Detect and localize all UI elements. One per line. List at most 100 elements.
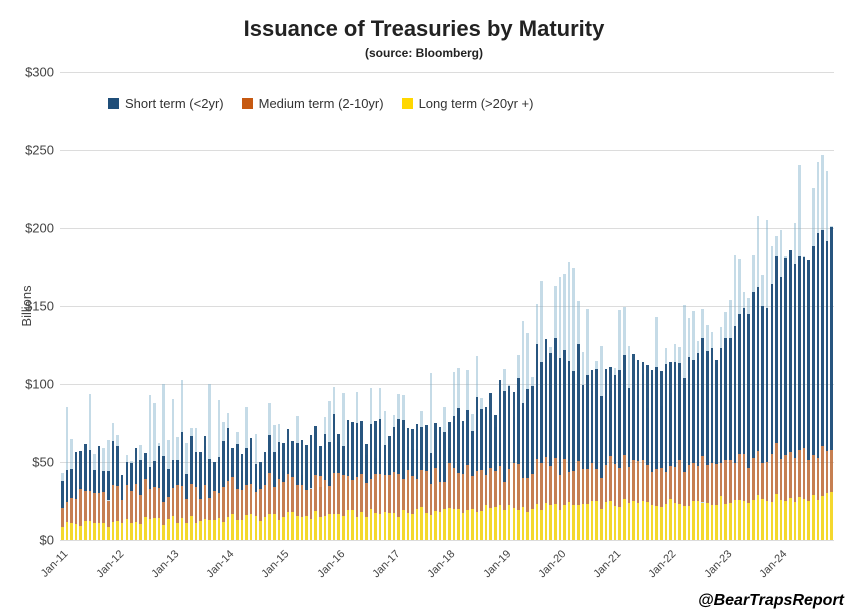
bar-long <box>181 518 184 540</box>
bar-long <box>715 505 718 540</box>
bar-short <box>121 475 124 500</box>
attribution: @BearTrapsReport <box>698 592 844 610</box>
bar-long <box>706 503 709 540</box>
bar-short <box>499 380 502 466</box>
bar-long <box>784 501 787 540</box>
bar-short <box>697 353 700 466</box>
bar-short <box>342 446 345 475</box>
bar-long <box>278 520 281 540</box>
bar-medium <box>540 463 543 510</box>
bar-short <box>706 351 709 465</box>
bar-short <box>766 308 769 462</box>
bar-short <box>291 441 294 477</box>
bar-long <box>614 506 617 540</box>
bar-short <box>213 462 216 490</box>
bar-short <box>310 435 313 489</box>
bar-medium <box>595 469 598 501</box>
bar-long <box>545 503 548 540</box>
y-tick-label: $150 <box>6 299 54 314</box>
bar-long <box>540 510 543 540</box>
bar-long <box>144 517 147 540</box>
bar-long <box>830 492 833 540</box>
bar-long <box>162 525 165 540</box>
bar-medium <box>241 490 244 521</box>
bar-long <box>766 501 769 540</box>
bar-short <box>328 442 331 486</box>
bar-medium <box>66 502 69 522</box>
bar-short <box>181 432 184 486</box>
bar-medium <box>153 487 156 517</box>
bar-long <box>738 500 741 540</box>
bar-medium <box>356 477 359 517</box>
bar-long <box>273 514 276 540</box>
bar-long <box>761 499 764 540</box>
bar-medium <box>499 466 502 505</box>
bar-medium <box>448 463 451 508</box>
bar-short <box>448 422 451 463</box>
bar-short <box>637 360 640 461</box>
bar-short <box>107 471 110 500</box>
bar-medium <box>84 491 87 520</box>
bar-long <box>282 517 285 540</box>
bar-long <box>771 502 774 540</box>
bar-medium <box>181 486 184 518</box>
bar-short <box>453 416 456 468</box>
bar-short <box>439 427 442 482</box>
bar-short <box>153 461 156 487</box>
bar-short <box>305 445 308 490</box>
bar-long <box>351 510 354 540</box>
bar-medium <box>245 485 248 515</box>
bar-short <box>724 338 727 459</box>
bar-medium <box>513 463 516 508</box>
bar-long <box>167 519 170 540</box>
bar-short <box>720 348 723 463</box>
bar-short <box>674 362 677 467</box>
bar-short <box>351 422 354 480</box>
bar-long <box>637 503 640 540</box>
x-tick-label: Jan-18 <box>426 548 458 580</box>
bar-medium <box>255 492 258 516</box>
bar-medium <box>536 459 539 504</box>
bar-long <box>642 501 645 540</box>
bar-medium <box>715 464 718 504</box>
bar-long <box>798 497 801 540</box>
bar-medium <box>669 466 672 499</box>
bar-medium <box>208 498 211 520</box>
bar-short <box>407 428 410 470</box>
bar-short <box>522 403 525 479</box>
bar-short <box>784 258 787 455</box>
bar-short <box>149 467 152 489</box>
bar-short <box>582 385 585 468</box>
bar-long <box>720 496 723 540</box>
bar-long <box>287 512 290 540</box>
bar-short <box>642 362 645 459</box>
bar-medium <box>351 480 354 510</box>
bar-medium <box>310 489 313 520</box>
bar-short <box>734 326 737 463</box>
bar-short <box>135 448 138 484</box>
bar-short <box>61 481 64 508</box>
bar-short <box>660 371 663 468</box>
bar-short <box>319 446 322 477</box>
bar-medium <box>476 471 479 512</box>
bar-long <box>319 517 322 540</box>
bar-column <box>829 72 834 540</box>
bar-short <box>761 306 764 462</box>
bar-medium <box>637 461 640 503</box>
bar-long <box>126 519 129 540</box>
bar-long <box>149 519 152 540</box>
bar-short <box>236 444 239 489</box>
bar-long <box>678 504 681 540</box>
bar-medium <box>388 475 391 513</box>
bar-medium <box>195 487 198 523</box>
bar-short <box>393 427 396 472</box>
bar-short <box>255 464 258 491</box>
bar-short <box>425 425 428 470</box>
bar-medium <box>102 492 105 522</box>
bar-medium <box>784 455 787 501</box>
bar-short <box>116 446 119 486</box>
bar-short <box>190 436 193 484</box>
x-tick-label: Jan-20 <box>536 548 568 580</box>
bar-medium <box>112 485 115 522</box>
bar-medium <box>107 501 110 528</box>
